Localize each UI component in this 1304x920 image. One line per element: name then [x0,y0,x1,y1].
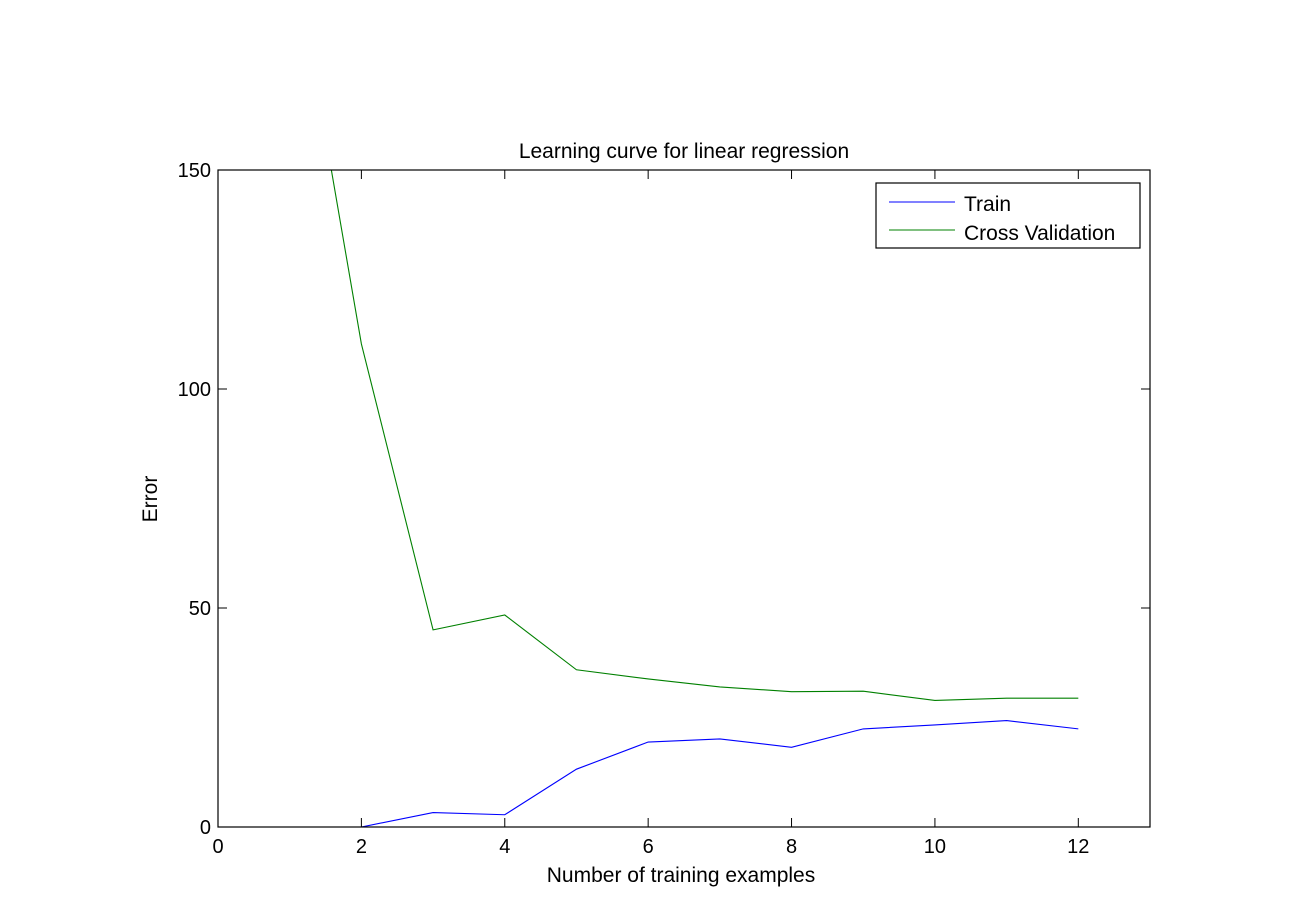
x-axis-label: Number of training examples [547,864,815,887]
series-line-cross-validation [330,170,1079,701]
series-layer [289,170,1079,827]
x-tick-label: 12 [1067,836,1089,858]
series-line-train [289,720,1079,827]
legend-label-train: Train [964,193,1011,216]
x-tick-label: 10 [924,836,946,858]
x-tick-label: 2 [356,836,367,858]
legend-box [875,182,1141,249]
chart-title: Learning curve for linear regression [519,140,849,163]
axis-ticks: 0 2 4 6 8 10 12 0 50 100 150 [178,160,1150,858]
x-tick-label: 8 [786,836,797,858]
y-tick-label: 150 [178,160,211,182]
plot-area-frame [217,169,1151,828]
y-axis-label: Error [139,476,162,523]
y-tick-label: 0 [200,817,211,839]
x-tick-label: 4 [499,836,510,858]
x-tick-label: 6 [643,836,654,858]
x-tick-label: 0 [212,836,223,858]
y-tick-label: 50 [189,598,211,620]
legend-label-cross-validation: Cross Validation [964,222,1115,245]
legend: Train Cross Validation [875,182,1141,249]
y-tick-label: 100 [178,379,211,401]
